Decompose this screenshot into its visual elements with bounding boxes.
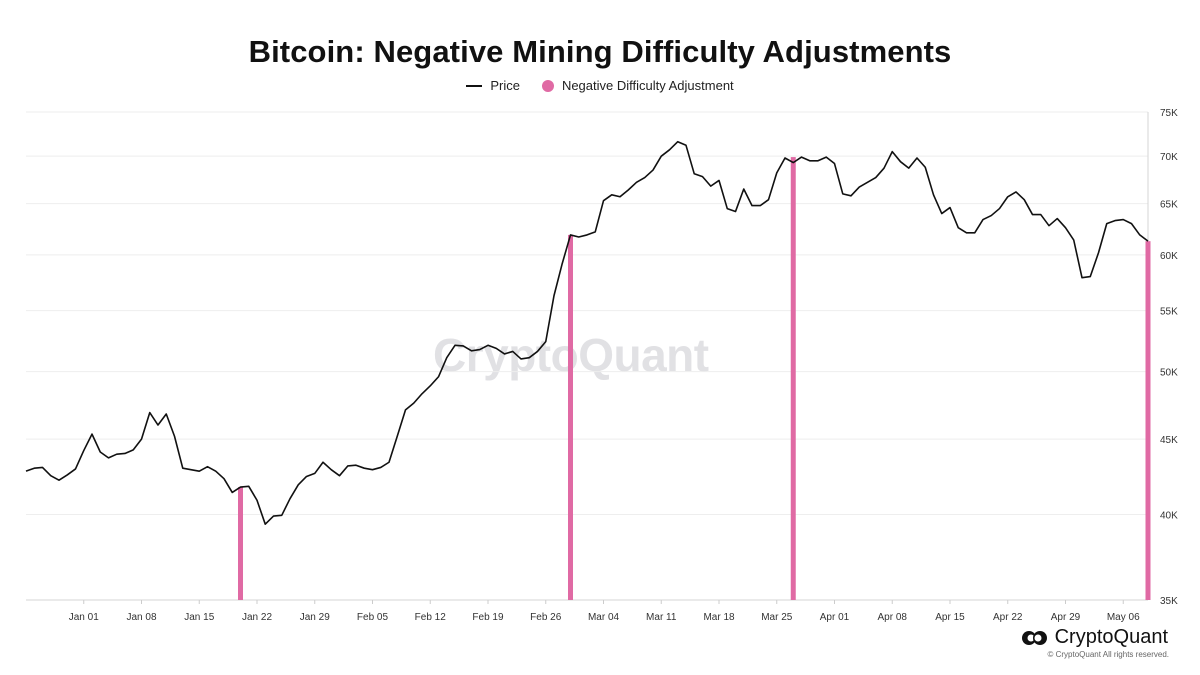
y-tick-label: 50K	[1160, 368, 1178, 379]
copyright-text: © CryptoQuant All rights reserved.	[1047, 650, 1170, 659]
y-tick-label: 35K	[1160, 596, 1178, 607]
y-tick-label: 65K	[1160, 200, 1178, 211]
x-tick-label: Feb 05	[357, 612, 389, 623]
y-tick-label: 45K	[1160, 435, 1178, 446]
x-tick-label: Feb 26	[530, 612, 562, 623]
x-tick-label: Apr 22	[993, 612, 1023, 623]
x-tick-label: Feb 19	[472, 612, 504, 623]
adjustment-bar	[568, 234, 573, 601]
legend-item-price[interactable]: Price	[466, 78, 520, 93]
x-tick-label: Feb 12	[415, 612, 447, 623]
brand-logo[interactable]: CryptoQuant	[1021, 626, 1168, 649]
legend-price-label: Price	[490, 78, 520, 93]
brand-name: CryptoQuant	[1054, 626, 1168, 648]
x-tick-label: Jan 22	[242, 612, 272, 623]
adjustment-bar	[1145, 241, 1151, 600]
legend: Price Negative Difficulty Adjustment	[0, 78, 1200, 93]
y-tick-label: 55K	[1160, 307, 1178, 318]
x-tick-label: Apr 08	[878, 612, 908, 623]
x-tick-label: Jan 29	[300, 612, 330, 623]
adjustment-bar	[790, 157, 796, 600]
y-tick-label: 60K	[1160, 251, 1178, 262]
x-tick-label: May 06	[1107, 612, 1140, 623]
y-tick-label: 75K	[1160, 108, 1178, 119]
x-tick-label: Jan 01	[69, 612, 99, 623]
x-tick-label: Mar 11	[646, 612, 677, 623]
x-tick-label: Jan 08	[126, 612, 156, 623]
y-tick-label: 40K	[1160, 510, 1178, 521]
x-tick-label: Mar 18	[703, 612, 735, 623]
chart-title: Bitcoin: Negative Mining Difficulty Adju…	[248, 34, 952, 69]
legend-dot-swatch	[541, 79, 554, 92]
legend-line-swatch	[466, 84, 483, 87]
x-tick-label: Apr 01	[820, 612, 850, 623]
price-series-line	[25, 140, 1149, 525]
y-tick-label: 70K	[1160, 152, 1178, 163]
x-tick-label: Mar 04	[588, 612, 620, 623]
x-tick-label: Apr 15	[935, 612, 965, 623]
x-tick-label: Jan 15	[184, 612, 214, 623]
cryptoquant-logo-icon	[1021, 630, 1047, 645]
adjustment-bar	[238, 487, 243, 600]
x-tick-label: Apr 29	[1051, 612, 1081, 623]
legend-adjustment-label: Negative Difficulty Adjustment	[561, 78, 734, 93]
x-tick-label: Mar 25	[761, 612, 793, 623]
legend-item-adjustment[interactable]: Negative Difficulty Adjustment	[541, 78, 734, 93]
